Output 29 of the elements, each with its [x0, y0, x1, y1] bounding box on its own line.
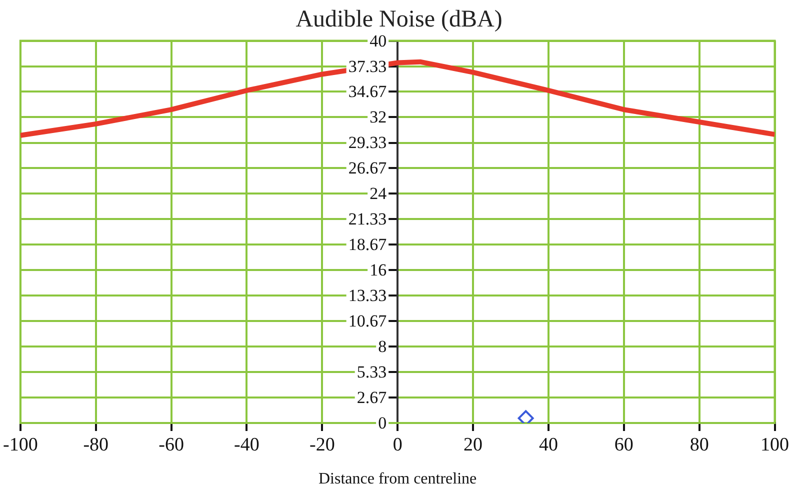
x-axis-title: Distance from centreline	[318, 470, 477, 488]
y-tick-label: 32	[370, 108, 387, 127]
x-tick-label: 0	[392, 434, 402, 456]
y-tick-label: 21.33	[348, 210, 387, 229]
y-tick-label: 13.33	[348, 286, 387, 306]
y-tick-label: 5.33	[356, 362, 387, 382]
y-tick-label: 29.33	[348, 133, 387, 152]
y-tick-label: 18.67	[348, 235, 388, 254]
chart-title: Audible Noise (dBA)	[296, 6, 502, 33]
x-tick-label: -20	[309, 434, 335, 456]
x-tick-label: 80	[690, 434, 709, 456]
x-tick-label: -40	[234, 434, 260, 456]
y-tick-label: 8	[378, 337, 387, 356]
y-tick-label: 24	[370, 184, 388, 204]
y-tick-label: 2.67	[356, 388, 388, 407]
y-tick-label: 34.67	[348, 82, 388, 102]
x-tick-label: 40	[538, 434, 558, 456]
x-tick-label: 20	[464, 434, 483, 456]
y-tick-label: 37.33	[348, 56, 387, 76]
x-tick-label: 60	[614, 434, 634, 456]
x-tick-label: -100	[3, 434, 38, 456]
y-tick-label: 0	[378, 413, 387, 432]
y-tick-label: 16	[370, 260, 387, 280]
x-tick-label: -60	[158, 434, 184, 456]
x-tick-label: 100	[760, 434, 789, 456]
y-tick-label: 10.67	[348, 312, 388, 331]
y-tick-label: 40	[370, 31, 387, 50]
y-tick-label: 26.67	[348, 158, 388, 178]
x-tick-label: -80	[83, 434, 109, 456]
